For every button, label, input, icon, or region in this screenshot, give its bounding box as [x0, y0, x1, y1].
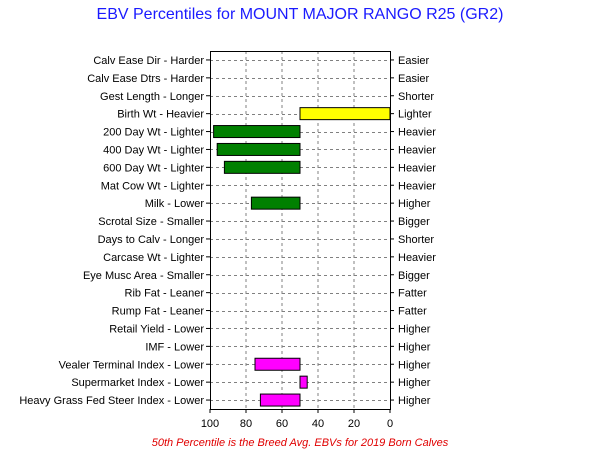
- row-label-left: Gest Length - Longer: [100, 91, 204, 103]
- row-label-left: 400 Day Wt - Lighter: [103, 144, 204, 156]
- row-label-left: Supermarket Index - Lower: [71, 377, 204, 389]
- row-label-right: Bigger: [398, 270, 430, 282]
- row-label-left: Calv Ease Dir - Harder: [93, 55, 204, 67]
- grid-lines: [210, 51, 390, 409]
- row-label-left: Mat Cow Wt - Lighter: [101, 180, 205, 192]
- row-label-left: 200 Day Wt - Lighter: [103, 127, 204, 139]
- row-label-left: IMF - Lower: [145, 341, 204, 353]
- chart-footnote: 50th Percentile is the Breed Avg. EBVs f…: [151, 437, 449, 449]
- row-label-right: Easier: [398, 55, 430, 67]
- x-tick-label: 100: [201, 418, 219, 430]
- bar: [299, 107, 391, 121]
- row-label-left: Eye Musc Area - Smaller: [83, 270, 204, 282]
- row-label-right: Higher: [398, 395, 431, 407]
- row-label-left: Scrotal Size - Smaller: [98, 216, 204, 228]
- row-label-left: Vealer Terminal Index - Lower: [59, 359, 205, 371]
- bars: [213, 107, 391, 407]
- row-label-left: Heavy Grass Fed Steer Index - Lower: [19, 395, 204, 407]
- plot-border: [210, 51, 391, 410]
- row-label-right: Heavier: [398, 144, 436, 156]
- bar: [216, 142, 301, 156]
- plot-frame: [206, 51, 394, 410]
- row-label-right: Higher: [398, 377, 431, 389]
- x-tick-labels: 100 80 60 40 20 0: [201, 409, 393, 430]
- row-label-right: Bigger: [398, 216, 430, 228]
- row-label-left: Birth Wt - Heavier: [117, 109, 204, 121]
- x-tick-label: 20: [348, 418, 360, 430]
- bar: [299, 375, 308, 389]
- row-label-left: Retail Yield - Lower: [109, 323, 204, 335]
- bar: [259, 393, 301, 407]
- row-label-right: Higher: [398, 359, 431, 371]
- row-label-right: Heavier: [398, 252, 436, 264]
- chart-title: EBV Percentiles for MOUNT MAJOR RANGO R2…: [96, 6, 504, 23]
- row-label-right: Heavier: [398, 127, 436, 139]
- row-label-right: Easier: [398, 73, 430, 85]
- bar: [223, 160, 301, 174]
- row-label-right: Heavier: [398, 162, 436, 174]
- x-tick-label: 0: [387, 418, 393, 430]
- left-labels: Calv Ease Dir - Harder Calv Ease Dtrs - H…: [19, 55, 204, 407]
- row-label-right: Heavier: [398, 180, 436, 192]
- row-label-left: Calv Ease Dtrs - Harder: [87, 73, 204, 85]
- row-label-left: Rib Fat - Leaner: [125, 288, 205, 300]
- x-tick-label: 80: [240, 418, 252, 430]
- row-label-right: Higher: [398, 323, 431, 335]
- x-tick-label: 40: [312, 418, 324, 430]
- row-label-right: Higher: [398, 341, 431, 353]
- row-label-left: Days to Calv - Longer: [98, 234, 205, 246]
- right-labels: Easier Easier Shorter Lighter Heavier Heavier…: [398, 55, 436, 407]
- row-label-left: 600 Day Wt - Lighter: [103, 162, 204, 174]
- row-label-left: Rump Fat - Leaner: [112, 306, 205, 318]
- row-label-right: Fatter: [398, 306, 427, 318]
- bar: [254, 357, 301, 371]
- row-label-left: Milk - Lower: [145, 198, 205, 210]
- bar: [250, 196, 301, 210]
- x-tick-label: 60: [276, 418, 288, 430]
- bar: [213, 125, 301, 139]
- row-label-right: Shorter: [398, 91, 434, 103]
- row-label-left: Carcase Wt - Lighter: [103, 252, 204, 264]
- row-label-right: Higher: [398, 198, 431, 210]
- row-label-right: Lighter: [398, 109, 432, 121]
- row-label-right: Shorter: [398, 234, 434, 246]
- row-label-right: Fatter: [398, 288, 427, 300]
